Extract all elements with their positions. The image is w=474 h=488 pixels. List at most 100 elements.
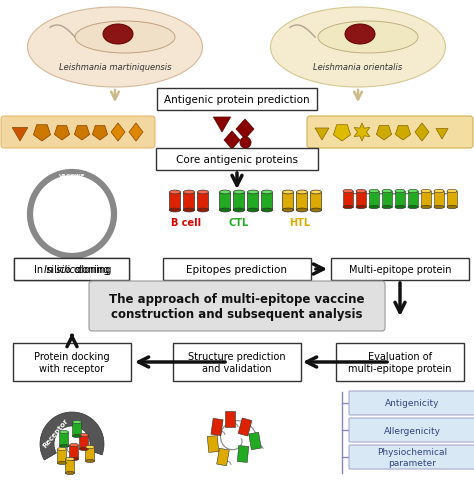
Bar xyxy=(283,193,293,210)
Text: Multi-epitope protein: Multi-epitope protein xyxy=(349,264,451,274)
Bar xyxy=(331,259,469,281)
Ellipse shape xyxy=(198,209,209,212)
Bar xyxy=(15,259,129,281)
Ellipse shape xyxy=(247,191,258,195)
Bar xyxy=(249,432,261,450)
Ellipse shape xyxy=(80,433,89,437)
Ellipse shape xyxy=(183,191,194,195)
Bar xyxy=(163,259,311,281)
Polygon shape xyxy=(333,125,351,142)
Polygon shape xyxy=(354,124,370,142)
Ellipse shape xyxy=(283,209,293,212)
Bar xyxy=(310,193,321,210)
Ellipse shape xyxy=(318,22,418,54)
Ellipse shape xyxy=(262,191,273,195)
Ellipse shape xyxy=(219,209,230,212)
Ellipse shape xyxy=(73,421,82,424)
Polygon shape xyxy=(415,124,429,142)
Ellipse shape xyxy=(65,471,74,475)
Bar xyxy=(73,422,82,436)
Ellipse shape xyxy=(65,457,74,461)
Bar xyxy=(13,343,131,381)
Ellipse shape xyxy=(408,190,418,193)
Bar xyxy=(217,448,229,466)
Ellipse shape xyxy=(60,445,69,447)
Bar xyxy=(234,193,245,210)
Ellipse shape xyxy=(395,206,405,209)
Bar xyxy=(421,192,431,207)
Text: Leishmania orientalis: Leishmania orientalis xyxy=(313,63,402,72)
Bar xyxy=(395,192,405,207)
Bar xyxy=(238,418,252,436)
Ellipse shape xyxy=(310,209,321,212)
Ellipse shape xyxy=(85,446,94,448)
Ellipse shape xyxy=(234,191,245,195)
Bar xyxy=(369,192,379,207)
Ellipse shape xyxy=(198,191,209,195)
Ellipse shape xyxy=(343,190,353,193)
Ellipse shape xyxy=(80,447,89,450)
Text: Antigenic protein prediction: Antigenic protein prediction xyxy=(164,95,310,105)
Ellipse shape xyxy=(183,209,194,212)
Bar xyxy=(247,193,258,210)
Ellipse shape xyxy=(219,191,230,195)
Ellipse shape xyxy=(283,191,293,195)
Bar xyxy=(447,192,457,207)
Bar xyxy=(434,192,444,207)
Text: Physiochemical
parameter: Physiochemical parameter xyxy=(377,447,447,467)
Bar xyxy=(356,192,366,207)
Bar xyxy=(60,432,69,446)
Wedge shape xyxy=(40,412,104,460)
Bar xyxy=(211,419,223,436)
Ellipse shape xyxy=(421,206,431,209)
Bar xyxy=(237,446,249,463)
Polygon shape xyxy=(236,120,254,140)
Text: Antigenicity: Antigenicity xyxy=(385,399,440,407)
Bar xyxy=(198,193,209,210)
Bar xyxy=(70,445,79,459)
Polygon shape xyxy=(436,129,448,140)
Text: Leishmania martiniquensis: Leishmania martiniquensis xyxy=(59,63,171,72)
Ellipse shape xyxy=(234,209,245,212)
Bar xyxy=(262,193,273,210)
Text: cloning: cloning xyxy=(76,264,112,274)
Text: CTL: CTL xyxy=(229,218,249,227)
Text: Receptor: Receptor xyxy=(42,416,70,448)
Text: Structure prediction
and validation: Structure prediction and validation xyxy=(188,351,286,373)
Bar xyxy=(297,193,308,210)
Polygon shape xyxy=(213,118,231,133)
FancyBboxPatch shape xyxy=(349,418,474,442)
FancyBboxPatch shape xyxy=(307,117,473,149)
Text: Protein docking
with receptor: Protein docking with receptor xyxy=(34,351,110,373)
Ellipse shape xyxy=(421,190,431,193)
Polygon shape xyxy=(395,126,410,141)
Text: The approach of multi-epitope vaccine
construction and subsequent analysis: The approach of multi-epitope vaccine co… xyxy=(109,292,365,320)
Bar xyxy=(382,192,392,207)
Circle shape xyxy=(33,176,111,253)
Ellipse shape xyxy=(57,462,66,465)
FancyBboxPatch shape xyxy=(349,445,474,469)
Ellipse shape xyxy=(369,206,379,209)
Ellipse shape xyxy=(382,206,392,209)
Bar xyxy=(219,193,230,210)
Ellipse shape xyxy=(345,25,375,45)
Bar xyxy=(65,459,74,473)
Polygon shape xyxy=(74,126,90,141)
Bar xyxy=(173,343,301,381)
Ellipse shape xyxy=(27,8,202,88)
Text: In silico: In silico xyxy=(44,264,81,274)
Bar xyxy=(408,192,418,207)
Ellipse shape xyxy=(57,447,66,450)
Ellipse shape xyxy=(447,206,457,209)
Ellipse shape xyxy=(170,191,181,195)
Bar xyxy=(80,435,89,449)
Ellipse shape xyxy=(343,206,353,209)
FancyBboxPatch shape xyxy=(89,282,385,331)
Bar xyxy=(157,89,317,111)
Ellipse shape xyxy=(73,434,82,438)
Bar xyxy=(336,343,464,381)
Ellipse shape xyxy=(447,190,457,193)
Ellipse shape xyxy=(382,190,392,193)
Ellipse shape xyxy=(262,209,273,212)
Ellipse shape xyxy=(297,191,308,195)
